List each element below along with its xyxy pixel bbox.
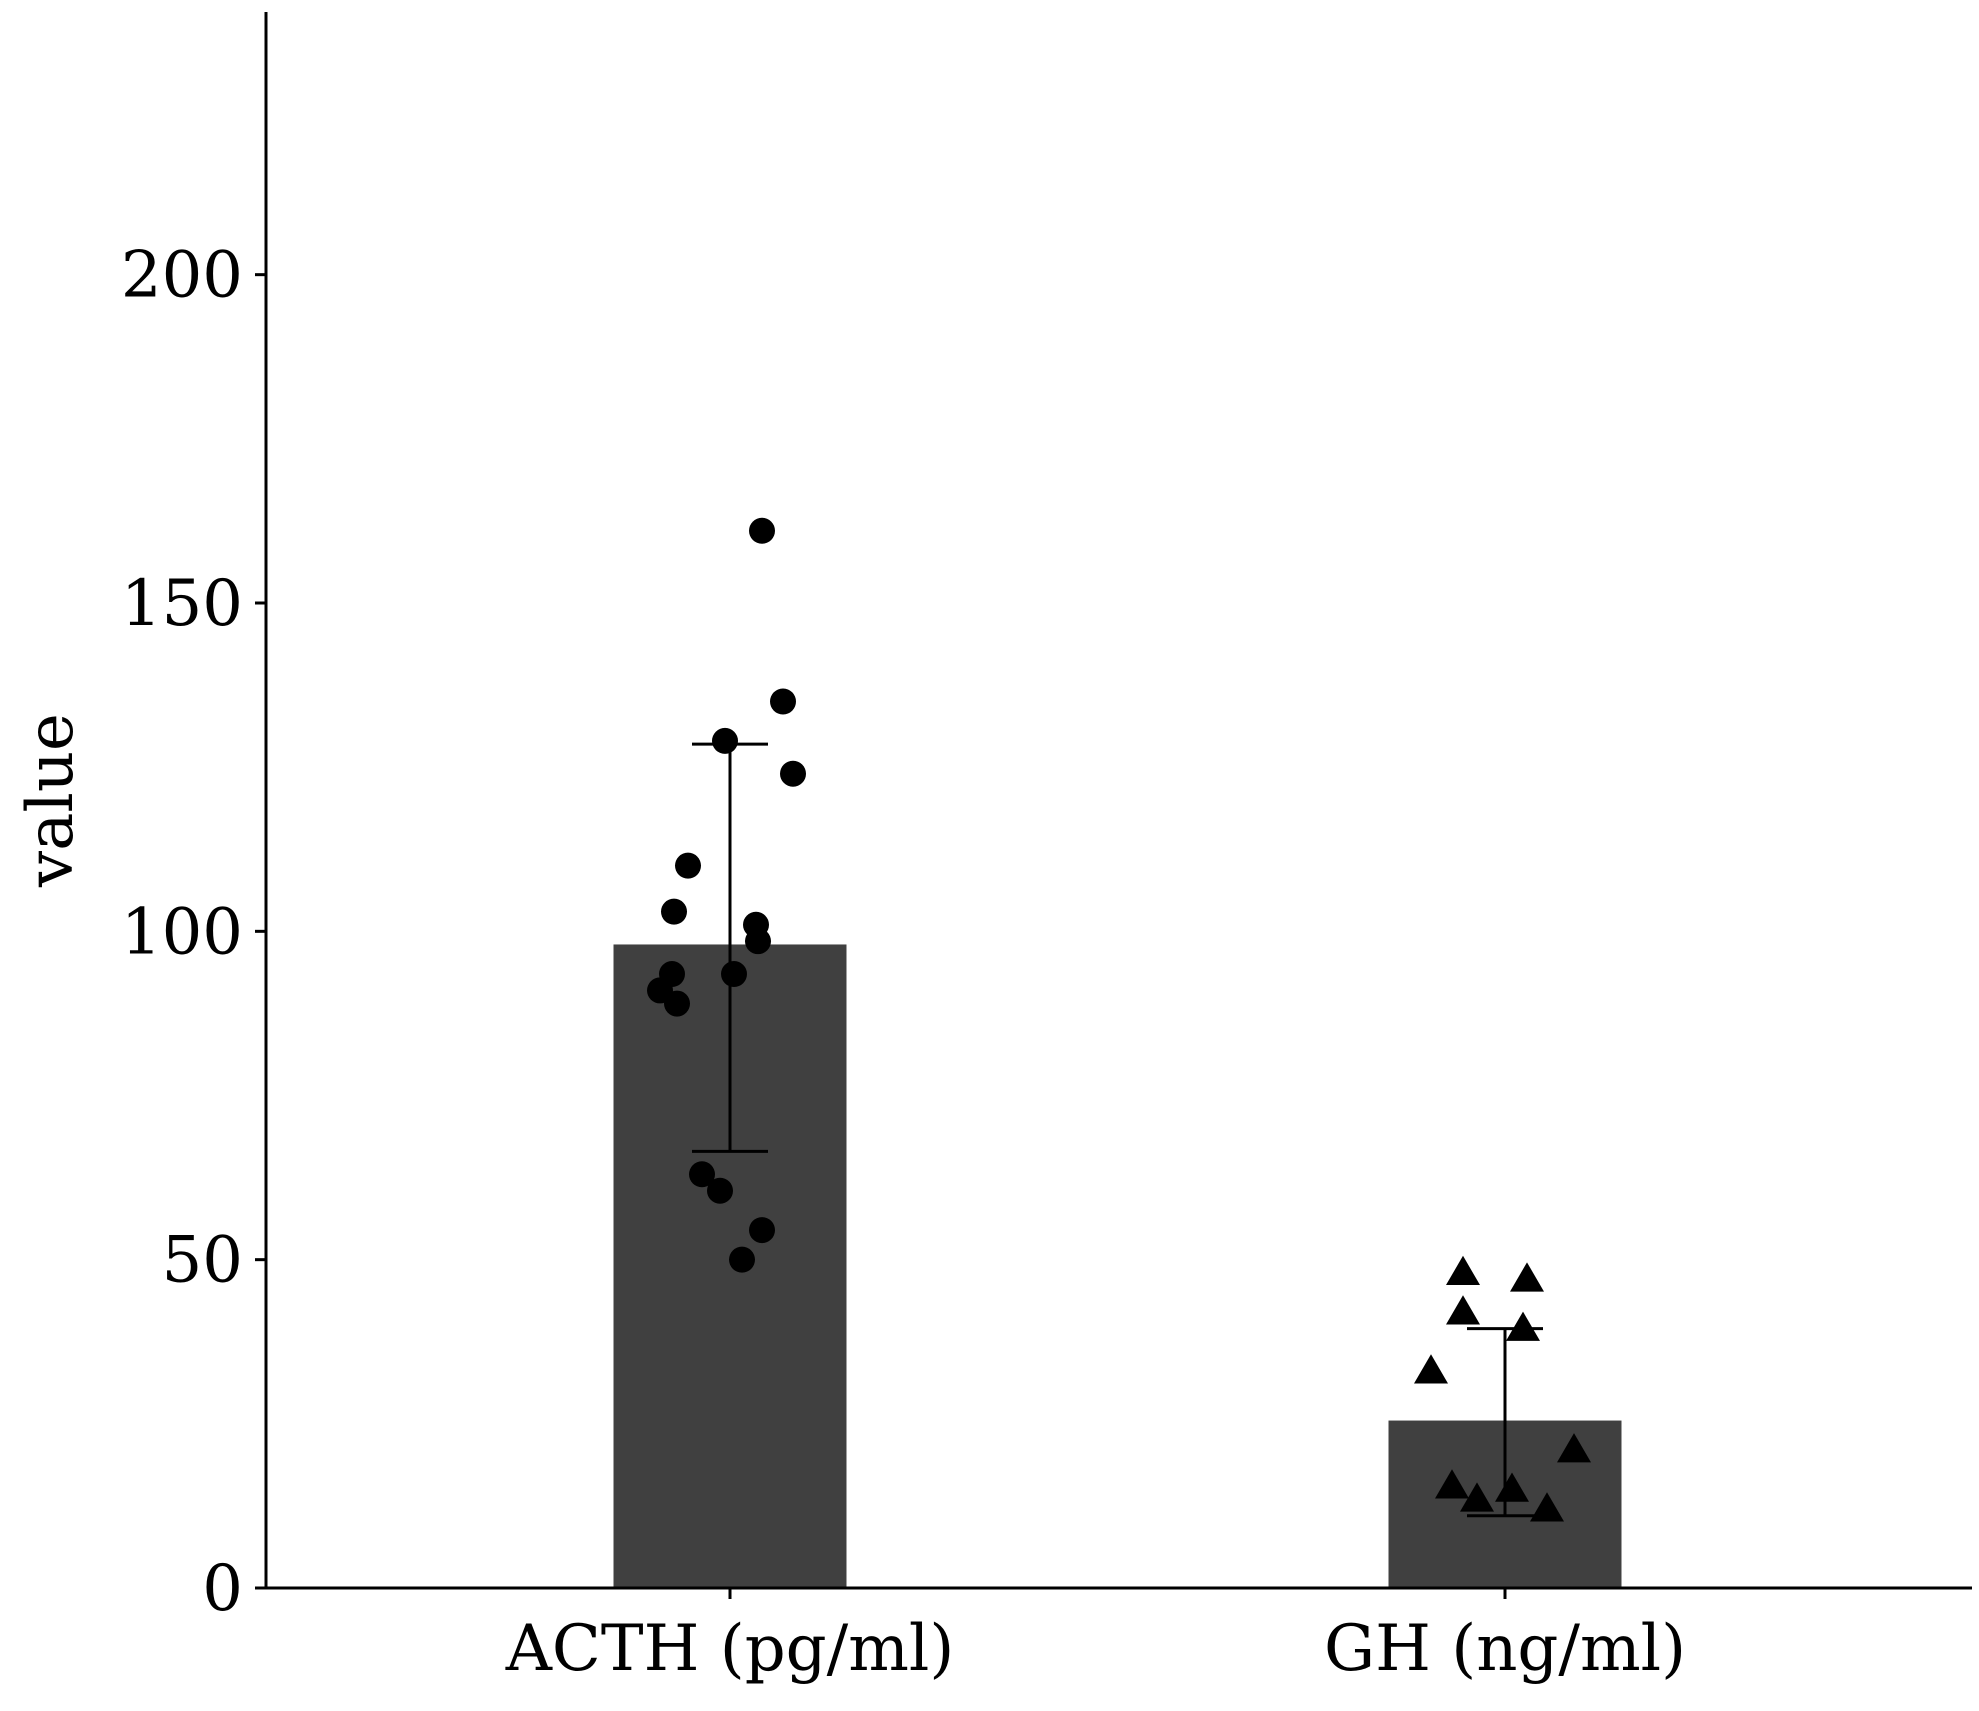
data-point-0-13 bbox=[707, 1177, 733, 1204]
data-point-0-15 bbox=[729, 1246, 755, 1273]
y-tick-label-4: 200 bbox=[121, 239, 243, 313]
data-point-1-5 bbox=[1557, 1433, 1591, 1463]
data-point-0-0 bbox=[749, 517, 775, 544]
data-point-1-0 bbox=[1446, 1255, 1480, 1286]
axes-layer bbox=[264, 12, 1972, 1590]
data-point-0-1 bbox=[770, 688, 796, 715]
y-tick-label-3: 150 bbox=[121, 567, 243, 641]
bars-layer bbox=[613, 944, 1622, 1588]
y-tick-label-1: 50 bbox=[162, 1224, 243, 1298]
data-point-0-7 bbox=[745, 928, 771, 955]
data-point-0-2 bbox=[712, 727, 738, 754]
data-point-0-11 bbox=[664, 990, 690, 1017]
y-tick-label-0: 0 bbox=[202, 1552, 243, 1626]
x-tick-label-1: GH (ng/ml) bbox=[1324, 1612, 1686, 1686]
data-point-1-9 bbox=[1530, 1492, 1564, 1522]
data-point-1-1 bbox=[1510, 1262, 1544, 1292]
data-point-0-4 bbox=[675, 852, 701, 879]
y-axis-label: value bbox=[14, 713, 88, 888]
data-point-1-8 bbox=[1460, 1482, 1494, 1512]
data-point-0-12 bbox=[689, 1161, 715, 1188]
data-point-1-2 bbox=[1446, 1295, 1480, 1325]
x-tick-label-0: ACTH (pg/ml) bbox=[505, 1612, 955, 1686]
data-point-1-4 bbox=[1414, 1354, 1448, 1384]
ticks-layer: 0 50 100 150 200 ACTH (pg/ml) GH (ng/ml) bbox=[121, 239, 1686, 1686]
y-tick-label-2: 100 bbox=[121, 895, 243, 969]
data-point-1-3 bbox=[1506, 1311, 1540, 1341]
data-point-1-6 bbox=[1435, 1469, 1469, 1499]
data-point-0-3 bbox=[780, 760, 806, 787]
data-point-0-5 bbox=[661, 898, 687, 925]
points-layer bbox=[647, 517, 1591, 1522]
data-point-0-9 bbox=[721, 961, 747, 988]
data-point-1-7 bbox=[1495, 1472, 1529, 1502]
data-point-0-14 bbox=[749, 1217, 775, 1244]
